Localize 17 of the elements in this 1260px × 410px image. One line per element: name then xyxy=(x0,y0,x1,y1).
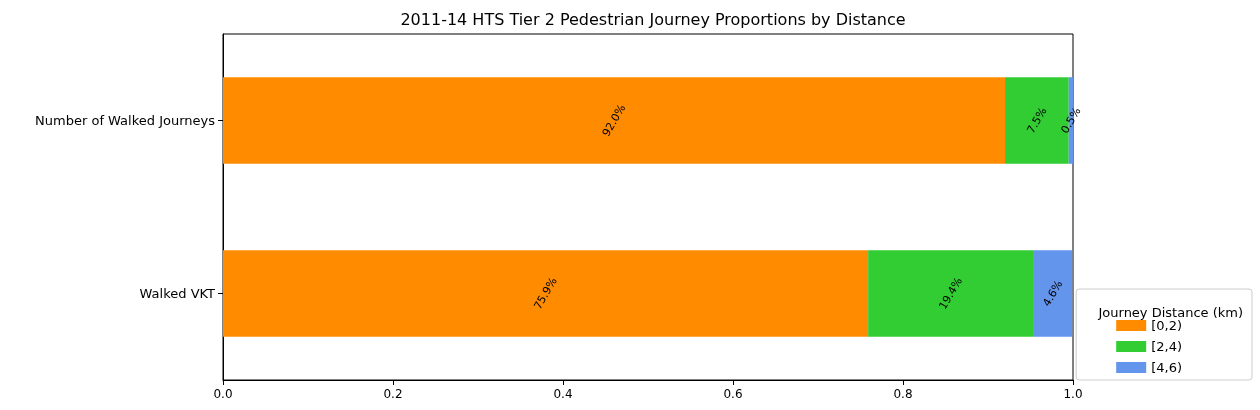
bar xyxy=(223,77,1005,164)
x-tick-label: 0.4 xyxy=(553,387,573,401)
bar xyxy=(1033,250,1073,337)
bar xyxy=(223,250,869,337)
x-tick-label: 0.2 xyxy=(383,387,403,401)
bar xyxy=(868,250,1034,337)
y-tick-label: Number of Walked Journeys xyxy=(35,113,216,128)
x-tick-label: 0.0 xyxy=(213,387,233,401)
chart-title: 2011-14 HTS Tier 2 Pedestrian Journey Proportions by Distance xyxy=(400,9,906,29)
x-tick-label: 1.0 xyxy=(1063,387,1083,401)
legend-title: Journey Distance (km) xyxy=(1097,305,1244,320)
x-tick-label: 0.8 xyxy=(893,387,913,401)
legend-label: [0,2) xyxy=(1151,318,1183,333)
x-tick-label: 0.6 xyxy=(723,387,743,401)
legend-label: [2,4) xyxy=(1151,339,1183,354)
y-tick-label: Walked VKT xyxy=(139,286,216,301)
legend-label: [4,6) xyxy=(1151,360,1183,375)
